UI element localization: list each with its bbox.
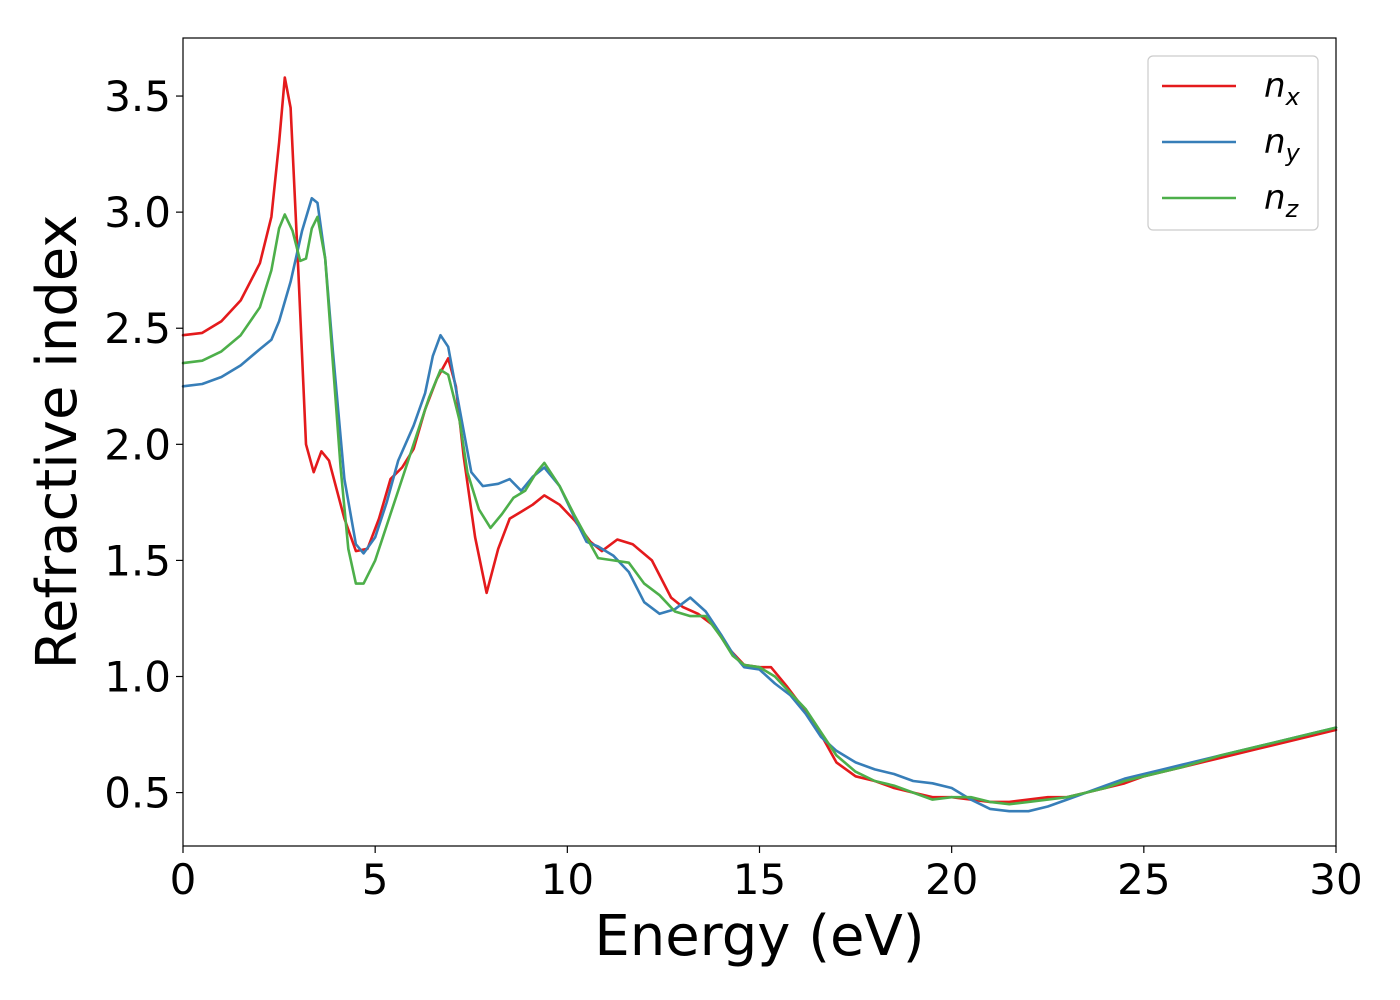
y-axis-ticks: 0.5 1.0 1.5 2.0 2.5 3.0 3.5 <box>104 72 183 818</box>
y-tick-label: 1.0 <box>104 653 171 702</box>
x-tick-label: 5 <box>362 855 389 904</box>
legend-label-n-y: ny <box>1264 122 1301 167</box>
y-tick-label: 0.5 <box>104 769 171 818</box>
y-tick-label: 3.0 <box>104 188 171 237</box>
x-tick-label: 15 <box>733 855 786 904</box>
series-line-n-y <box>181 196 1338 813</box>
series-line-n-z <box>181 213 1338 806</box>
legend-label-n-x: nx <box>1264 66 1301 111</box>
x-tick-label: 0 <box>170 855 197 904</box>
x-axis-ticks: 0 5 10 15 20 25 30 <box>170 846 1363 904</box>
series-line-n-x <box>181 76 1338 804</box>
y-tick-label: 1.5 <box>104 536 171 585</box>
x-tick-label: 10 <box>541 855 594 904</box>
y-axis-label: Refractive index <box>25 215 90 670</box>
y-tick-label: 2.5 <box>104 304 171 353</box>
legend-label-n-z: nz <box>1264 178 1300 223</box>
y-tick-label: 2.0 <box>104 420 171 469</box>
x-tick-label: 30 <box>1309 855 1362 904</box>
x-tick-label: 20 <box>925 855 978 904</box>
x-tick-label: 25 <box>1117 855 1170 904</box>
x-axis-label: Energy (eV) <box>594 904 924 969</box>
y-tick-label: 3.5 <box>104 72 171 121</box>
legend: nx ny nz <box>1147 55 1319 231</box>
